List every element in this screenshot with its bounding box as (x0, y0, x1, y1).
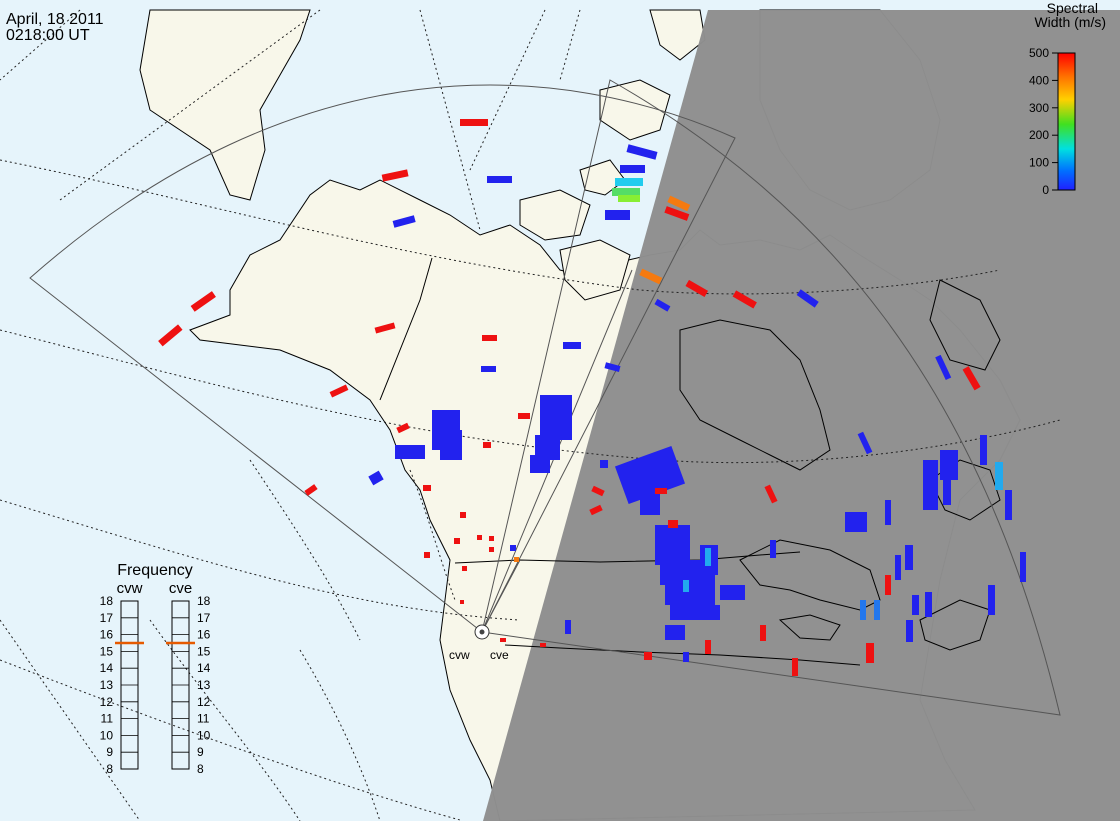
scatter-red (158, 119, 981, 676)
frequency-tick-label-left: 18 (100, 594, 114, 608)
colorbar-tick-label: 400 (1029, 73, 1049, 87)
frequency-tick-label-left: 10 (100, 728, 114, 742)
frequency-tick-label-right: 17 (197, 611, 211, 625)
frequency-panel: Frequency cvw cve 18 18 17 17 16 16 15 15 14 14 13 13… (100, 562, 211, 776)
frequency-tick-label-left: 14 (100, 661, 114, 675)
frequency-tick-label-left: 13 (100, 678, 114, 692)
colorbar-tick-label: 0 (1042, 183, 1049, 197)
frequency-tick-label-right: 15 (197, 644, 211, 658)
arctic-island-1 (599, 79, 671, 141)
frequency-title: Frequency (117, 562, 193, 579)
frequency-tick-label-right: 9 (197, 745, 204, 759)
scatter-orange (514, 195, 691, 562)
frequency-radar-label: cvw (117, 580, 143, 597)
frequency-tick-label-left: 12 (100, 695, 114, 709)
arctic-island-3 (559, 239, 631, 301)
arctic-island-2 (519, 189, 591, 241)
frequency-tick-label-right: 16 (197, 628, 211, 642)
graticule (0, 9, 1061, 821)
night-shading (483, 10, 1120, 821)
frequency-tick-label-right: 18 (197, 594, 211, 608)
frequency-tick-label-left: 15 (100, 644, 114, 658)
frequency-tick-label-left: 9 (106, 745, 113, 759)
frequency-tick-label-left: 17 (100, 611, 114, 625)
frequency-tick-label-left: 11 (101, 712, 114, 726)
radar-fov (29, 79, 1061, 716)
colorbar-ticks: 500 400 300 200 100 0 (1029, 46, 1058, 197)
time-label: 0218:00 UT (6, 27, 90, 44)
colorbar-title-line1: Spectral (1047, 0, 1098, 16)
date-label: April, 18 2011 (6, 11, 104, 28)
arctic-island-5 (649, 9, 706, 61)
frequency-tick-label-right: 13 (197, 678, 211, 692)
colorbar-tick-label: 300 (1029, 101, 1049, 115)
frequency-tick-label-right: 11 (197, 712, 210, 726)
colorbar-title-line2: Width (m/s) (1034, 14, 1106, 30)
colorbar-tick-label: 100 (1029, 156, 1049, 170)
scatter-blue (368, 144, 1026, 662)
scatter-cyan (612, 178, 1003, 620)
frequency-tick-label-right: 12 (197, 695, 211, 709)
frequency-tick-label-right: 10 (197, 728, 211, 742)
frequency-tick-label-left: 8 (106, 762, 113, 776)
colorbar-tick-label: 500 (1029, 46, 1049, 60)
siberia-landmass (139, 9, 311, 201)
frequency-radar-label: cve (169, 580, 192, 597)
colorbar-gradient (1057, 52, 1076, 191)
colorbar-tick-label: 200 (1029, 128, 1049, 142)
colorbar: Spectral Width (m/s) 500 400 300 200 100 0 (1029, 0, 1106, 197)
frequency-tick-label-right: 8 (197, 762, 204, 776)
frequency-tick-label-left: 16 (100, 628, 114, 642)
frequency-columns: cvw cve 18 18 17 17 16 16 15 15 14 14 13 13 12 12 11 11 10… (100, 580, 211, 776)
coastline-detail (679, 279, 1001, 651)
station-label-cve: cve (490, 648, 509, 662)
arctic-island-4 (579, 159, 626, 196)
boundaries (379, 257, 861, 666)
station-label-cvw: cvw (449, 648, 470, 662)
radar-station-marker[interactable] (474, 624, 490, 640)
frequency-tick-label-right: 14 (197, 661, 211, 675)
